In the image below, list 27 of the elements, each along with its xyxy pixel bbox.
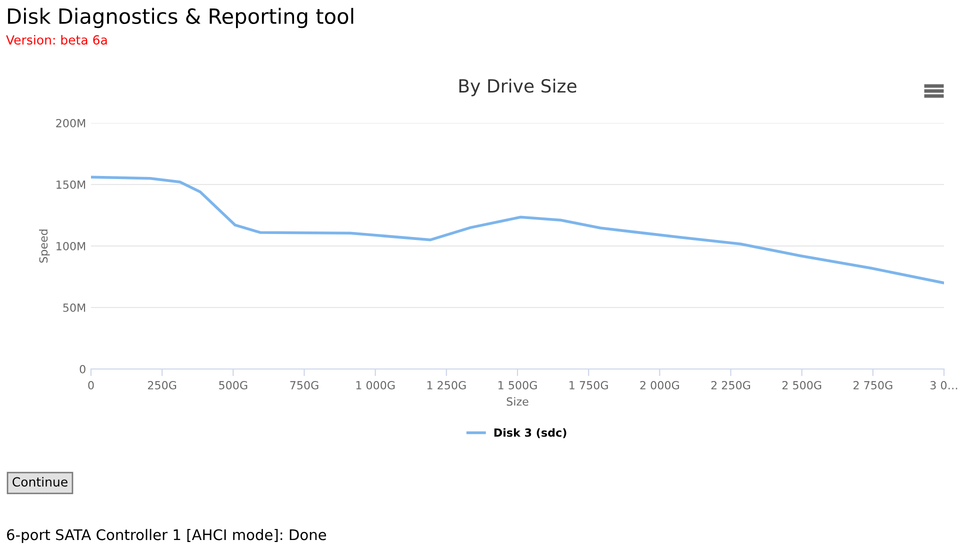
text: Version: beta 6a xyxy=(6,34,107,45)
x-tick-label: 750G xyxy=(290,381,318,390)
text: 6-port SATA Controller 1 [AHCI mode]: Done xyxy=(7,528,326,544)
chart-title: By Drive Size xyxy=(459,78,576,96)
x-axis-title: Size xyxy=(506,397,528,406)
x-tick-label: 1 250G xyxy=(427,381,466,390)
x-tick-label: 250G xyxy=(148,381,176,390)
line-series xyxy=(91,176,944,284)
x-tick-label: 2 250G xyxy=(711,381,750,390)
legend-label: Disk 3 (sdc) xyxy=(494,428,566,438)
y-tick-label: 150M xyxy=(56,180,86,189)
text: Continue xyxy=(12,476,68,487)
x-tick-label: 1 000G xyxy=(356,381,395,390)
x-tick-label: 2 750G xyxy=(854,381,892,390)
y-axis-title: Speed xyxy=(39,230,50,263)
x-tick-label: 1 750G xyxy=(570,381,608,390)
y-tick-label: 200M xyxy=(56,118,86,128)
y-tick-label: 100M xyxy=(56,242,86,250)
x-tick-label: 500G xyxy=(219,381,248,390)
x-tick-label: 2 000G xyxy=(640,381,679,390)
x-tick-label: 2 500G xyxy=(782,381,822,390)
y-tick-label: 0 xyxy=(80,364,86,374)
x-tick-label: 1 500G xyxy=(498,381,537,390)
x-tick-label: 3 0… xyxy=(930,381,958,390)
y-tick-label: 50M xyxy=(63,303,86,312)
text: Disk Diagnostics & Reporting tool xyxy=(8,8,354,28)
x-tick-label: 0 xyxy=(88,381,94,390)
